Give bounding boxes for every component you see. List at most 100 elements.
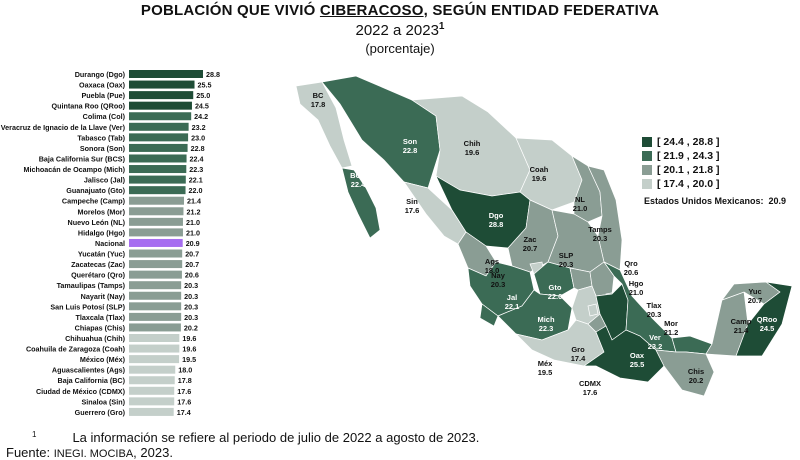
legend-item: [ 24.4 , 28.8 ]	[642, 135, 719, 149]
state-abbr: Gro	[571, 345, 585, 354]
state-label: Méx 19.5	[538, 359, 553, 377]
legend-label: [ 24.4 , 28.8 ]	[657, 136, 720, 148]
category-label: Michoacán de Ocampo (Mich)	[24, 165, 126, 174]
state-label: Ags 18.0	[485, 257, 500, 275]
state-value: 20.3	[491, 280, 506, 289]
state-value: 17.8	[311, 100, 326, 109]
state-label: Mor 21.2	[664, 319, 679, 337]
category-label: Coahuila de Zaragoza (Coah)	[26, 345, 126, 354]
category-label: Morelos (Mor)	[77, 207, 125, 216]
bar-chart: Durango (Dgo) 28.8 Oaxaca (Oax) 25.5 Puebla …	[1, 70, 220, 417]
source-year: , 2023.	[133, 445, 173, 460]
footnote-text: La información se refiere al periodo de …	[72, 430, 480, 445]
state-abbr: Mich	[537, 315, 555, 324]
category-label: Campeche (Camp)	[62, 197, 126, 206]
category-label: Ciudad de México (CDMX)	[36, 387, 126, 396]
state-label: Son 22.8	[403, 137, 418, 155]
state-abbr: Zac	[524, 235, 537, 244]
bar	[129, 80, 195, 89]
state-label: Pue 25.0	[605, 395, 620, 413]
category-label: Jalisco (Jal)	[84, 176, 126, 185]
state-label: Tamps 20.3	[588, 225, 612, 243]
state-label: BC 17.8	[311, 91, 326, 109]
category-label: Veracruz de Ignacio de la Llave (Ver)	[1, 123, 126, 132]
category-label: Durango (Dgo)	[75, 70, 126, 79]
state-abbr: Gto	[549, 283, 562, 292]
value-label: 20.7	[185, 250, 199, 259]
state-label: Gto 22.0	[548, 283, 563, 301]
state-label: Col 24.2	[491, 335, 506, 353]
bar	[129, 249, 183, 258]
state-label: Sin 17.6	[405, 197, 420, 215]
state-shape	[735, 281, 793, 357]
bar	[129, 397, 175, 406]
bar	[129, 386, 175, 395]
bar	[129, 291, 182, 300]
state-label: Jal 22.1	[505, 293, 520, 311]
value-label: 20.3	[184, 302, 198, 311]
value-label: 21.4	[187, 197, 201, 206]
value-label: 20.2	[184, 323, 198, 332]
state-shape	[295, 81, 353, 169]
state-abbr: QRoo	[757, 315, 778, 324]
state-abbr: Ver	[649, 333, 661, 342]
category-label: Baja California Sur (BCS)	[39, 154, 126, 163]
state-abbr: Camp	[731, 317, 752, 326]
state-label: SLP 20.3	[559, 251, 574, 269]
unit-label: (porcentaje)	[365, 41, 435, 56]
state-abbr: Tab	[687, 315, 700, 324]
value-label: 17.8	[178, 376, 192, 385]
state-label: Coah 19.6	[530, 165, 549, 183]
category-label: Zacatecas (Zac)	[71, 260, 126, 269]
value-label: 21.0	[186, 228, 200, 237]
state-abbr: NL	[575, 195, 585, 204]
national-label: Estados Unidos Mexicanos:	[644, 196, 764, 206]
title-part-1: POBLACIÓN QUE VIVIÓ	[140, 2, 320, 19]
category-label: Sonora (Son)	[80, 144, 126, 153]
state-value: 21.0	[629, 288, 644, 297]
title-underlined: CIBERACOSO	[319, 2, 424, 19]
state-value: 17.6	[405, 206, 420, 215]
legend-swatch	[642, 165, 652, 175]
value-label: 21.2	[186, 207, 200, 216]
category-label: Querétaro (Qro)	[71, 271, 126, 280]
state-shape	[671, 335, 713, 355]
state-label: CDMX 17.6	[579, 379, 601, 397]
legend-swatch	[642, 137, 652, 147]
value-label: 25.0	[196, 91, 210, 100]
state-value: 22.1	[505, 302, 520, 311]
bar	[129, 260, 183, 269]
bar	[129, 334, 180, 342]
state-abbr: Pue	[605, 395, 619, 404]
state-abbr: Chis	[688, 367, 704, 376]
bar	[129, 270, 182, 279]
bar	[129, 407, 174, 416]
category-label: Tabasco (Tab)	[77, 133, 125, 142]
state-value: 23.2	[648, 342, 663, 351]
legend-label: [ 21.9 , 24.3 ]	[657, 150, 720, 162]
category-label: Yucatán (Yuc)	[78, 250, 126, 259]
bar	[129, 344, 180, 353]
state-label: Hgo 21.0	[629, 279, 644, 297]
legend-swatch	[642, 151, 652, 161]
state-label: Camp 21.4	[731, 317, 752, 335]
state-abbr: Coah	[530, 165, 549, 174]
state-label: Ver 23.2	[648, 333, 663, 351]
state-value: 22.4	[351, 180, 366, 189]
value-label: 20.6	[185, 271, 199, 280]
state-label: Nay 20.3	[491, 271, 506, 289]
source-label: Fuente:	[6, 445, 54, 460]
state-abbr: Nay	[491, 271, 506, 280]
value-label: 19.6	[182, 345, 196, 354]
state-label: Zac 20.7	[523, 235, 538, 253]
bar	[129, 70, 203, 78]
category-label: Quintana Roo (QRoo)	[52, 102, 126, 111]
bar	[129, 186, 186, 195]
category-label: Chihuahua (Chih)	[65, 334, 125, 343]
category-label: Tamaulipas (Tamps)	[57, 281, 126, 290]
bar	[129, 143, 188, 152]
value-label: 20.9	[186, 239, 200, 248]
category-label: Tlaxcala (Tlax)	[75, 313, 125, 322]
legend-item: [ 21.9 , 24.3 ]	[642, 149, 719, 163]
